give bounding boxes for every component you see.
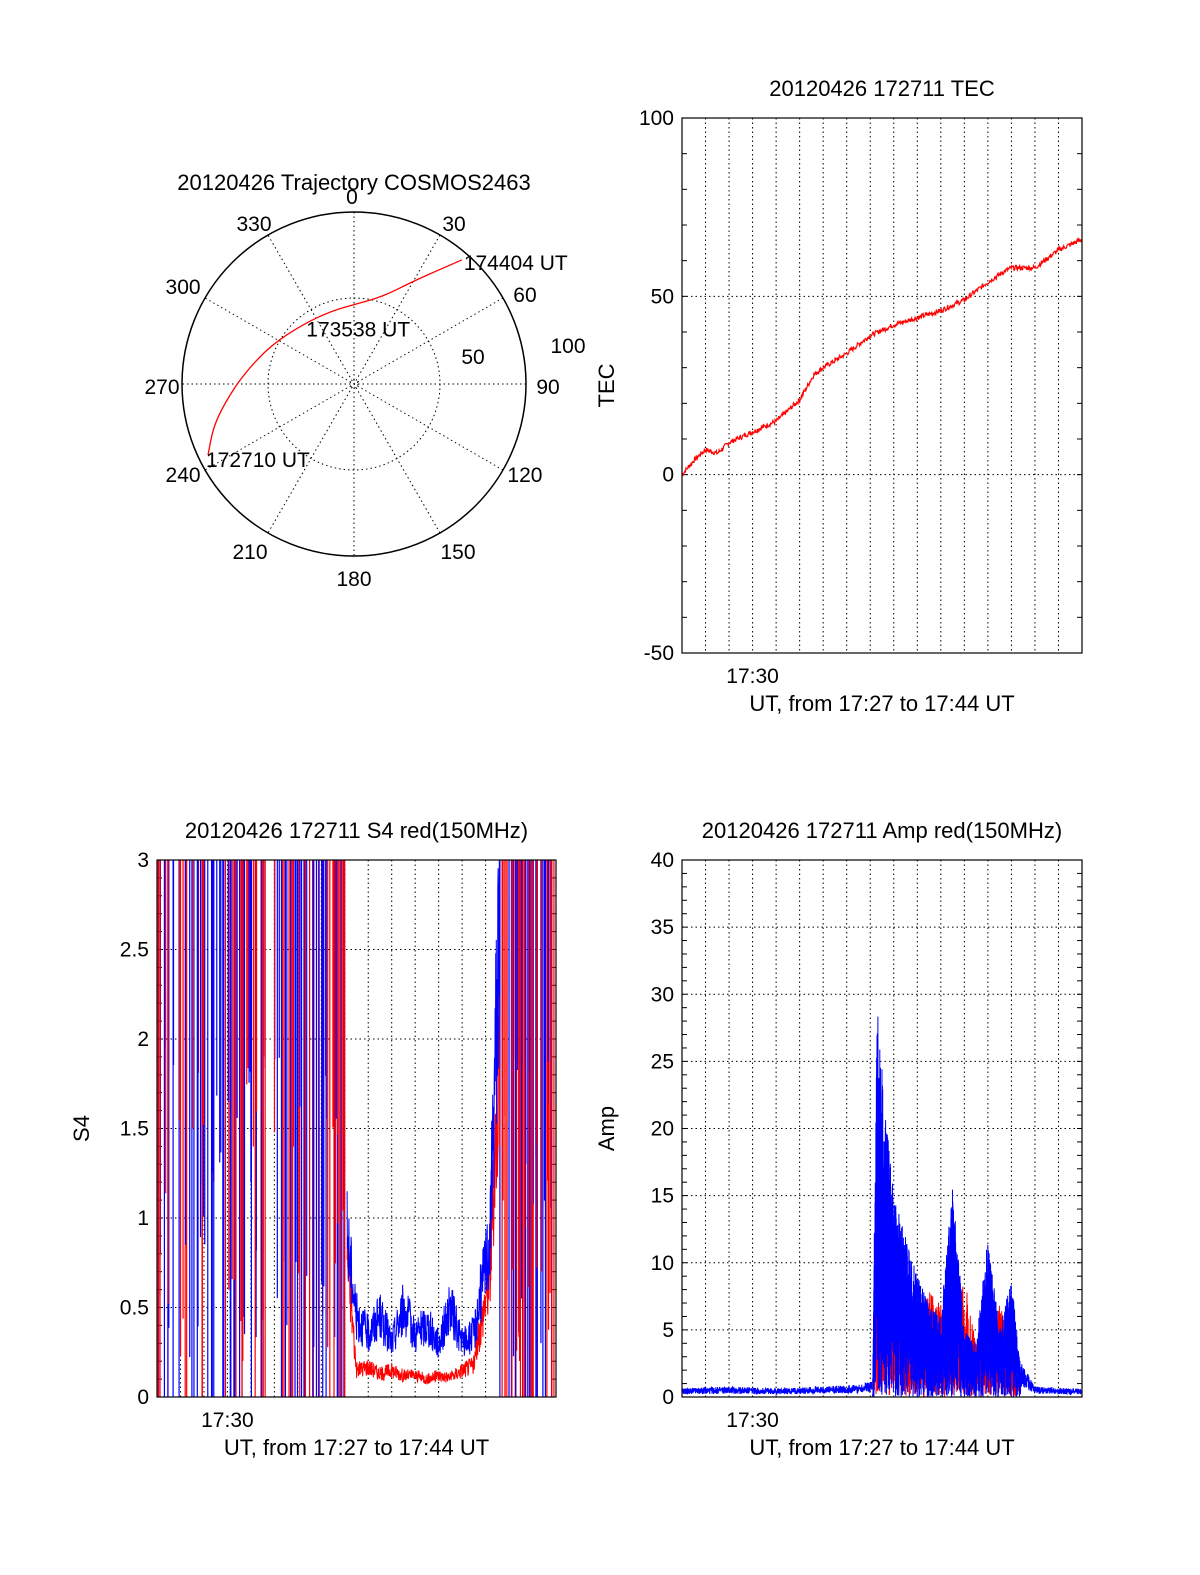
y-tick-label: 25 bbox=[651, 1050, 674, 1073]
x-tick-label: 17:30 bbox=[726, 1409, 779, 1432]
y-tick-label: 15 bbox=[651, 1185, 674, 1208]
y-tick-label: 50 bbox=[651, 285, 674, 308]
azimuth-label: 180 bbox=[336, 568, 371, 591]
y-tick-label: 1.5 bbox=[120, 1118, 149, 1141]
s4-panel: 20120426 172711 S4 red(150MHz) 0 0.5 1 1.5 2 2… bbox=[69, 818, 557, 1460]
radius-label: 50 bbox=[461, 346, 484, 369]
y-tick-label: 20 bbox=[651, 1118, 674, 1141]
y-tick-label: 3 bbox=[137, 849, 149, 872]
pass-time-annotation: 172710 UT bbox=[206, 449, 310, 472]
azimuth-label: 240 bbox=[166, 464, 201, 487]
x-tick-label: 17:30 bbox=[726, 665, 779, 688]
y-tick-label: 2 bbox=[137, 1028, 149, 1051]
y-tick-label: 1 bbox=[137, 1207, 149, 1230]
pass-time-annotation: 174404 UT bbox=[464, 252, 568, 275]
y-tick-label: 5 bbox=[662, 1319, 674, 1342]
x-axis-label: UT, from 17:27 to 17:44 UT bbox=[749, 1435, 1014, 1460]
chart-title: 20120426 172711 TEC bbox=[769, 76, 995, 101]
azimuth-label: 120 bbox=[507, 464, 542, 487]
azimuth-spoke bbox=[267, 234, 441, 534]
chart-title: 20120426 172711 S4 red(150MHz) bbox=[185, 818, 528, 843]
chart-title: 20120426 Trajectory COSMOS2463 bbox=[177, 170, 530, 195]
x-tick-label: 17:30 bbox=[201, 1409, 254, 1432]
y-tick-label: 0 bbox=[137, 1386, 149, 1409]
azimuth-label: 60 bbox=[513, 284, 536, 307]
plot-area bbox=[682, 1016, 1082, 1397]
amp-blue-burst-line bbox=[872, 1016, 1022, 1397]
y-tick-label: 10 bbox=[651, 1252, 674, 1275]
azimuth-label: 330 bbox=[236, 213, 271, 236]
azimuth-label: 0 bbox=[346, 186, 358, 209]
y-tick-label: 35 bbox=[651, 916, 674, 939]
azimuth-label: 270 bbox=[144, 376, 179, 399]
plot-frame bbox=[681, 117, 1083, 654]
s4-red-series-line bbox=[346, 995, 501, 1385]
y-tick-label: 0.5 bbox=[120, 1297, 149, 1320]
y-axis-label: S4 bbox=[69, 1115, 94, 1142]
radius-label: 100 bbox=[550, 335, 585, 358]
y-tick-label: 40 bbox=[651, 849, 674, 872]
y-tick-label: 0 bbox=[662, 1386, 674, 1409]
azimuth-label: 300 bbox=[166, 276, 201, 299]
azimuth-label: 150 bbox=[440, 541, 475, 564]
azimuth-label: 210 bbox=[232, 541, 267, 564]
azimuth-label: 30 bbox=[442, 213, 465, 236]
y-tick-label: 0 bbox=[662, 464, 674, 487]
plot-area bbox=[157, 860, 555, 1397]
tec-panel: 20120426 172711 TEC -50 0 50 100 17:30 UT, fro… bbox=[594, 76, 1083, 716]
x-axis-label: UT, from 17:27 to 17:44 UT bbox=[749, 691, 1014, 716]
trajectory-line bbox=[207, 259, 463, 456]
plot-area bbox=[682, 236, 1082, 477]
tec-series-line bbox=[682, 236, 1082, 477]
amp-panel: 20120426 172711 Amp red(150MHz) 0 5 10 15 20 2… bbox=[594, 818, 1083, 1460]
y-tick-label: 2.5 bbox=[120, 939, 149, 962]
y-tick-label: 100 bbox=[639, 107, 674, 130]
y-axis-label: Amp bbox=[594, 1106, 619, 1151]
y-tick-label: 30 bbox=[651, 983, 674, 1006]
pass-time-annotation: 173538 UT bbox=[306, 318, 410, 341]
y-tick-label: -50 bbox=[644, 642, 674, 665]
plot-frame bbox=[681, 859, 1083, 1398]
azimuth-label: 90 bbox=[536, 376, 559, 399]
chart-title: 20120426 172711 Amp red(150MHz) bbox=[702, 818, 1062, 843]
s4-blue-series-line bbox=[346, 860, 501, 1358]
y-axis-label: TEC bbox=[594, 363, 619, 407]
plot-frame bbox=[156, 859, 557, 1398]
x-axis-label: UT, from 17:27 to 17:44 UT bbox=[224, 1435, 489, 1460]
